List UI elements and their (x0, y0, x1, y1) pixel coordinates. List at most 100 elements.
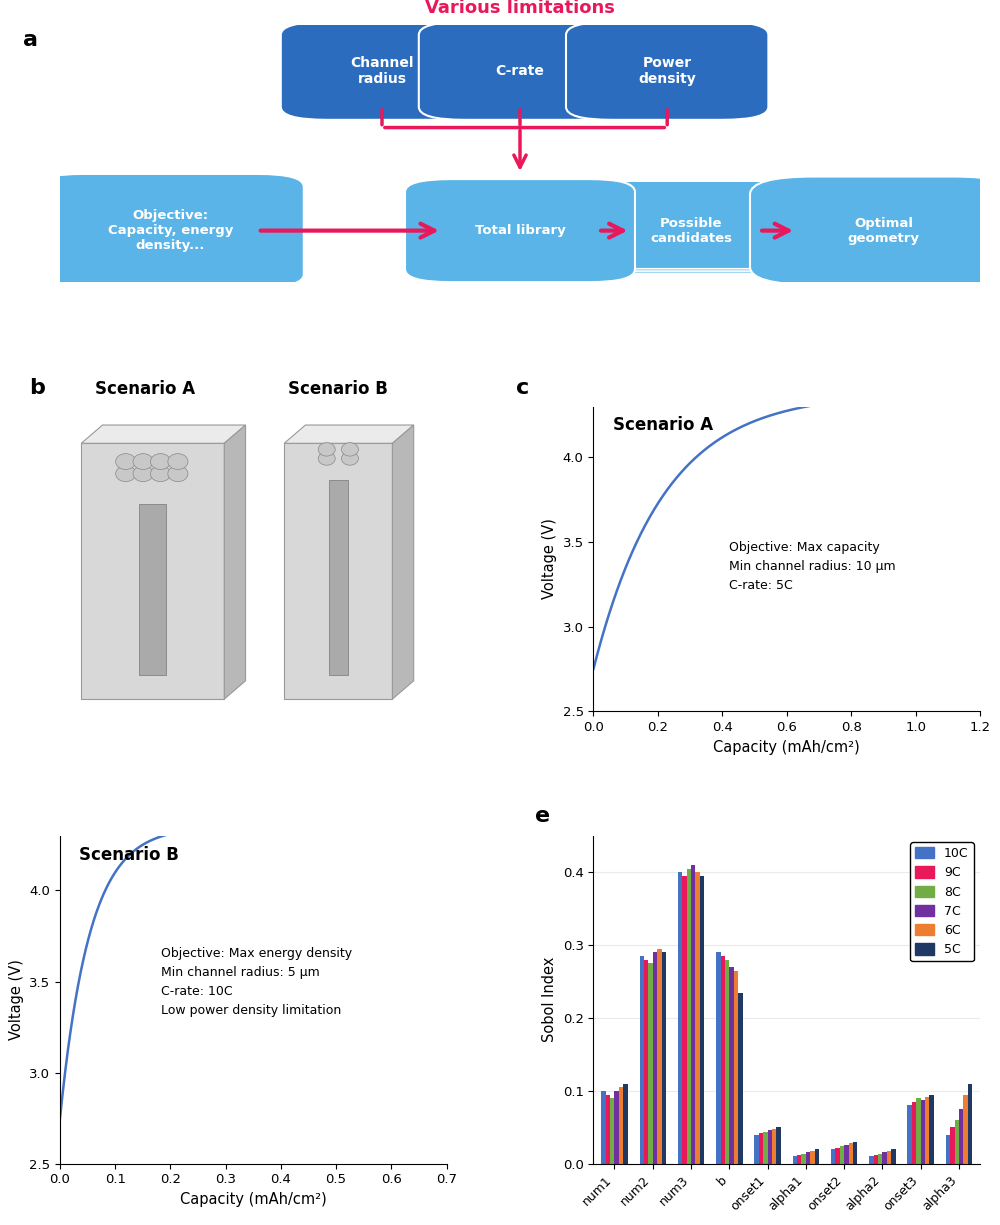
Text: Possible
candidates: Possible candidates (650, 217, 732, 245)
Polygon shape (139, 505, 166, 675)
Bar (644, 959, 648, 1164)
Circle shape (133, 466, 153, 481)
Polygon shape (284, 443, 392, 699)
Bar (610, 1098, 614, 1164)
Y-axis label: Sobol Index: Sobol Index (542, 957, 557, 1042)
Bar (882, 1152, 887, 1164)
Bar (959, 1109, 963, 1164)
Text: c: c (516, 377, 529, 398)
Y-axis label: Voltage (V): Voltage (V) (9, 959, 24, 1040)
FancyBboxPatch shape (405, 179, 635, 282)
Bar (840, 1147, 844, 1164)
Bar (793, 1156, 797, 1164)
Bar (759, 1133, 763, 1164)
Bar (831, 1149, 835, 1164)
Bar (810, 1150, 815, 1164)
Bar (946, 1134, 950, 1164)
Bar (916, 1098, 921, 1164)
Polygon shape (329, 480, 348, 675)
Bar (619, 1088, 623, 1164)
FancyBboxPatch shape (281, 22, 483, 120)
Y-axis label: Voltage (V): Voltage (V) (542, 518, 557, 599)
Bar (648, 963, 653, 1164)
Bar (878, 1154, 882, 1164)
FancyBboxPatch shape (606, 184, 780, 271)
Text: C-rate: C-rate (496, 64, 544, 78)
Text: Channel
radius: Channel radius (350, 56, 414, 86)
Text: e: e (535, 806, 551, 826)
Bar (700, 876, 704, 1164)
Bar (754, 1134, 759, 1164)
Circle shape (341, 452, 358, 466)
Bar (891, 1149, 896, 1164)
Circle shape (116, 453, 136, 469)
Bar (725, 959, 729, 1164)
Bar (887, 1150, 891, 1164)
Text: Scenario B: Scenario B (79, 845, 179, 864)
Text: Objective:
Capacity, energy
density...: Objective: Capacity, energy density... (108, 209, 233, 252)
Text: Power
density: Power density (638, 56, 696, 86)
Bar (768, 1131, 772, 1164)
Text: Scenario A: Scenario A (95, 380, 195, 398)
Bar (772, 1128, 776, 1164)
Bar (849, 1143, 853, 1164)
Polygon shape (284, 425, 414, 443)
FancyBboxPatch shape (419, 22, 621, 120)
X-axis label: Capacity (mAh/cm²): Capacity (mAh/cm²) (180, 1192, 327, 1207)
Text: Optimal
geometry: Optimal geometry (847, 217, 919, 245)
Circle shape (150, 453, 171, 469)
Text: Scenario A: Scenario A (613, 415, 713, 434)
Bar (835, 1148, 840, 1164)
Bar (801, 1154, 806, 1164)
Bar (653, 952, 657, 1164)
Text: Objective: Max energy density
Min channel radius: 5 μm
C-rate: 10C
Low power den: Objective: Max energy density Min channe… (161, 947, 352, 1017)
Text: a: a (23, 29, 38, 50)
Polygon shape (392, 425, 414, 699)
FancyBboxPatch shape (597, 186, 772, 273)
Text: Objective: Max capacity
Min channel radius: 10 μm
C-rate: 5C: Objective: Max capacity Min channel radi… (729, 540, 895, 592)
Bar (963, 1094, 968, 1164)
Polygon shape (224, 425, 246, 699)
Legend: 10C, 9C, 8C, 7C, 6C, 5C: 10C, 9C, 8C, 7C, 6C, 5C (910, 842, 974, 962)
Bar (640, 956, 644, 1164)
Bar (729, 967, 734, 1164)
Bar (662, 952, 666, 1164)
Circle shape (318, 452, 335, 466)
Bar (806, 1152, 810, 1164)
Text: Various limitations: Various limitations (425, 0, 615, 17)
Bar (955, 1120, 959, 1164)
Bar (614, 1091, 619, 1164)
Text: b: b (29, 377, 45, 398)
Polygon shape (81, 443, 224, 699)
Bar (907, 1105, 912, 1164)
Circle shape (318, 442, 335, 456)
Bar (912, 1101, 916, 1164)
Bar (687, 869, 691, 1164)
FancyBboxPatch shape (614, 181, 789, 268)
Polygon shape (81, 425, 246, 443)
Bar (738, 992, 743, 1164)
Bar (968, 1084, 972, 1164)
Circle shape (150, 466, 171, 481)
Bar (950, 1127, 955, 1164)
Bar (606, 1094, 610, 1164)
Bar (691, 865, 695, 1164)
Bar (921, 1100, 925, 1164)
Bar (601, 1091, 606, 1164)
Bar (869, 1156, 874, 1164)
Text: Total library: Total library (475, 224, 565, 238)
Bar (721, 956, 725, 1164)
Circle shape (168, 453, 188, 469)
Bar (623, 1084, 628, 1164)
Bar (734, 970, 738, 1164)
Bar (853, 1142, 857, 1164)
FancyBboxPatch shape (566, 22, 768, 120)
Bar (763, 1132, 768, 1164)
Bar (874, 1155, 878, 1164)
Bar (657, 949, 662, 1164)
FancyBboxPatch shape (750, 176, 1000, 284)
Circle shape (133, 453, 153, 469)
Bar (797, 1155, 801, 1164)
FancyBboxPatch shape (37, 174, 304, 288)
Bar (776, 1127, 781, 1164)
